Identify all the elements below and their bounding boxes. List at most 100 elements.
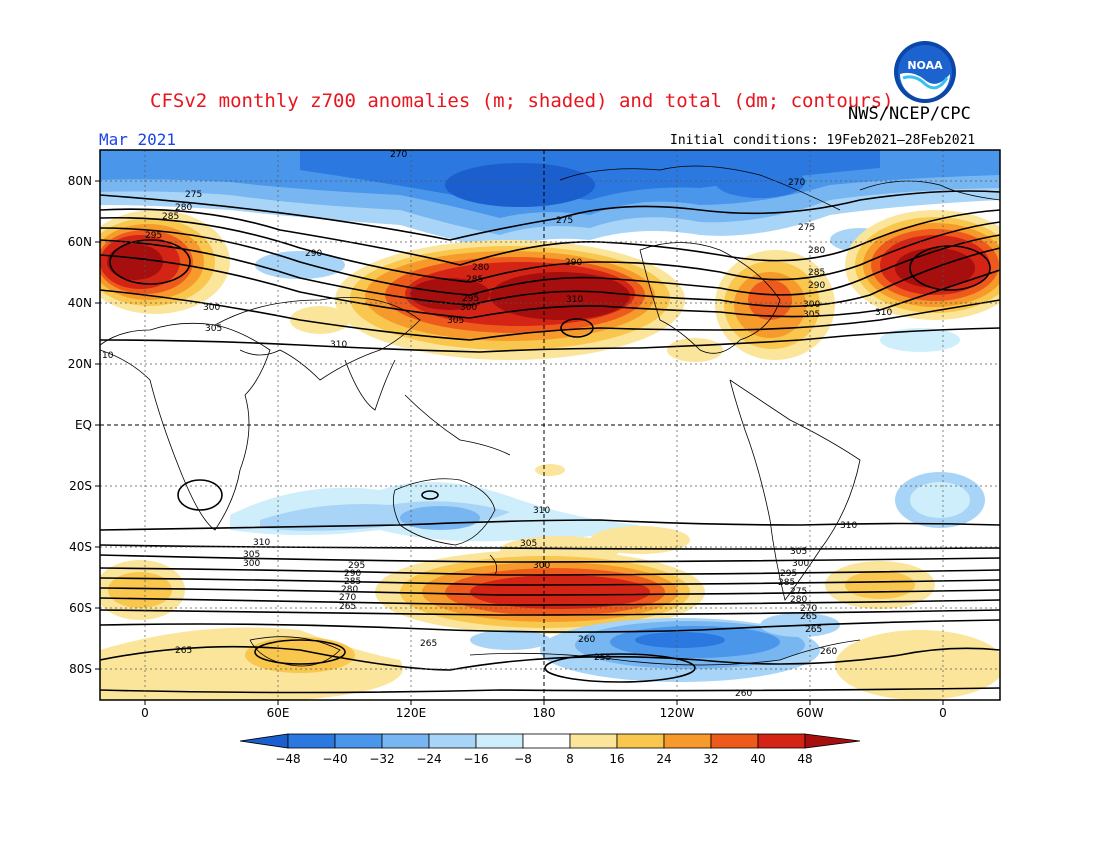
colorbar-cell [710,733,759,749]
contour-label: 275 [790,587,807,597]
lat-label: 60N [67,235,92,249]
contour-label: 300 [792,559,809,569]
contour-label: 270 [390,150,407,160]
colorbar-label: −24 [416,752,442,766]
colorbar-cell [475,733,524,749]
contour-label: 285 [808,268,825,278]
contour-label: 260 [820,647,837,657]
contour-label: 295 [348,561,365,571]
equator-dateline [100,150,1000,700]
month-label: Mar 2021 [99,130,177,149]
colorbar-label: −40 [322,752,348,766]
colorbar-label: 8 [566,752,574,766]
contour-label: 265 [805,625,822,635]
contour-label: 10 [102,351,114,361]
logo-text: NOAA [907,59,943,72]
contour-label: 280 [808,246,825,256]
colorbar-label: −32 [369,752,395,766]
contour-label: 295 [462,294,479,304]
colorbar-cell [804,733,861,749]
contour-label: 265 [339,602,356,612]
colorbar-label: 32 [703,752,719,766]
lon-label: 60W [796,706,824,720]
colorbar-cell [239,733,289,749]
contour-label: 310 [253,538,270,548]
lat-label: 20S [69,479,92,493]
contour-label: 305 [520,539,537,549]
colorbar [239,733,861,749]
colorbar-label: −48 [275,752,301,766]
colorbar-label: 40 [750,752,766,766]
contour-label: 310 [533,506,550,516]
contour-label: 280 [175,203,192,213]
lat-label: 20N [67,357,92,371]
contour-label: 310 [566,295,583,305]
height-contours [100,190,1000,694]
lat-label: 40N [67,296,92,310]
contour-label: 285 [344,577,361,587]
lon-label: 0 [939,706,947,720]
lon-label: 120W [659,706,695,720]
contour-label: 300 [803,300,820,310]
lat-label: 80S [69,662,92,676]
noaa-logo-icon: NOAA [894,41,956,103]
contour-label: 270 [788,178,805,188]
contour-label: 290 [344,569,361,579]
axis-ticks [95,180,944,705]
contour-label: 280 [472,263,489,273]
contour-label: 280 [790,595,807,605]
contour-label: 275 [185,190,202,200]
contour-label: 295 [780,569,797,579]
colorbar-label: −16 [463,752,489,766]
colorbar-cell [757,733,806,749]
colorbar-label: 24 [656,752,672,766]
lat-label: 60S [69,601,92,615]
contour-label: 310 [330,340,347,350]
contour-label: 285 [466,275,483,285]
contour-label: 295 [145,231,162,241]
contour-label: 270 [800,604,817,614]
colorbar-cell [334,733,383,749]
contour-label: 275 [556,216,573,226]
contour-label: 310 [875,308,892,318]
colorbar-cell [569,733,618,749]
lon-label: 0 [141,706,149,720]
agency-label: NWS/NCEP/CPC [848,104,971,124]
colorbar-label: −8 [514,752,532,766]
lon-label: 60E [266,706,290,720]
lon-label: 120E [395,706,427,720]
colorbar-cell [428,733,477,749]
contour-label: 290 [808,281,825,291]
contour-label: 310 [840,521,857,531]
lon-label: 180 [532,706,556,720]
contour-label: 265 [800,612,817,622]
contour-label: 305 [790,547,807,557]
contour-label: 305 [205,324,222,334]
initial-conditions-label: Initial conditions: 19Feb2021–28Feb2021 [670,133,976,148]
contour-labels: 270 270 275 280 285 295 290 300 305 310 … [102,150,892,699]
colorbar-cell [522,733,571,749]
contour-label: 270 [339,593,356,603]
colorbar-cell [663,733,712,749]
contour-label: 290 [305,249,322,259]
colorbar-cell [287,733,336,749]
contour-label: 300 [533,561,550,571]
colorbar-label: 48 [797,752,813,766]
lat-label: 40S [69,540,92,554]
colorbar-cell [616,733,665,749]
contour-label: 285 [162,212,179,222]
contour-label: 300 [243,559,260,569]
contour-label: 285 [778,578,795,588]
contour-label: 265 [420,639,437,649]
contour-label: 265 [175,646,192,656]
colorbar-label: 16 [609,752,625,766]
contour-label: 255 [594,653,611,663]
contour-label: 300 [460,303,477,313]
contour-label: 260 [578,635,595,645]
contour-label: 260 [735,689,752,699]
coastlines [100,165,1000,667]
lat-label: 80N [67,174,92,188]
contour-label: 305 [243,550,260,560]
contour-label: 290 [565,258,582,268]
